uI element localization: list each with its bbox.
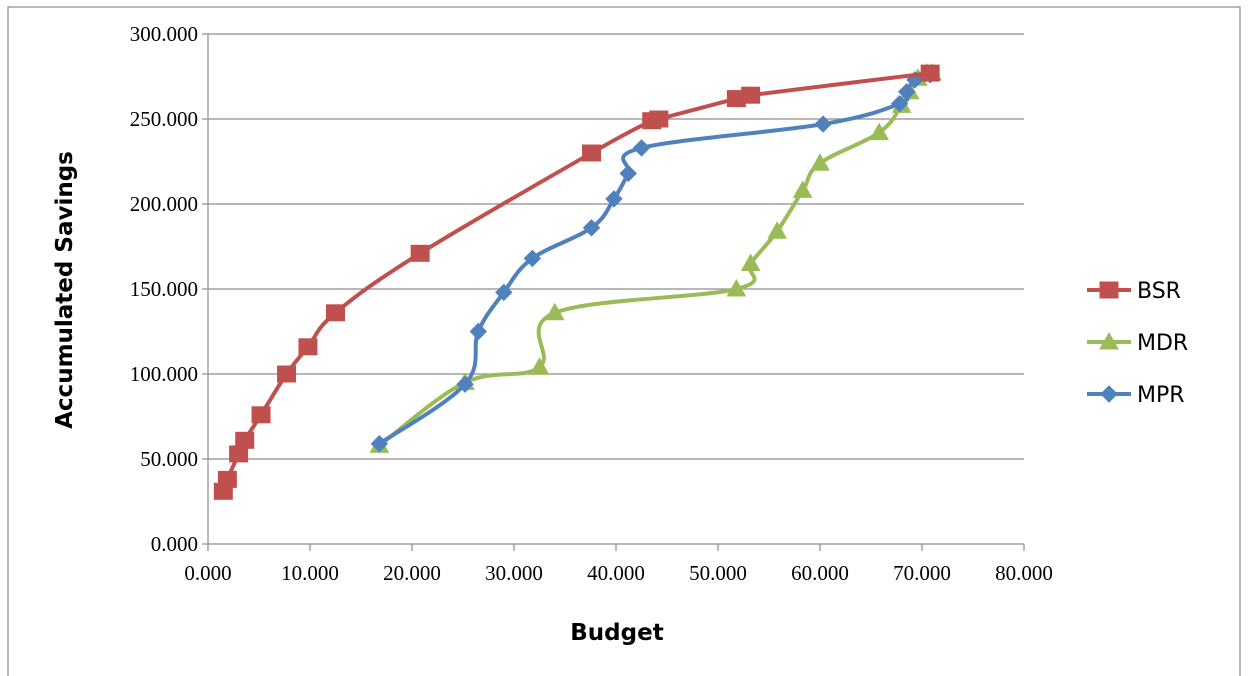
legend-marker <box>1100 385 1118 403</box>
data-point-mpr <box>523 249 542 268</box>
data-point-bsr <box>235 431 255 449</box>
legend-item-mpr: MPR <box>1087 383 1185 408</box>
axes <box>207 34 1024 545</box>
data-point-mpr <box>456 375 474 393</box>
data-point-mpr <box>582 219 601 237</box>
data-point-mpr <box>619 164 637 183</box>
x-tick-label: 70.000 <box>893 561 951 585</box>
data-point-mdr <box>726 278 747 297</box>
data-point-mpr <box>605 190 623 208</box>
legend-label: BSR <box>1137 279 1181 304</box>
legend-label: MDR <box>1137 331 1188 356</box>
data-point-bsr <box>649 110 669 128</box>
data-point-mdr <box>869 122 890 141</box>
y-tick-label: 0.000 <box>151 532 198 556</box>
data-point-mdr <box>529 357 550 375</box>
data-point-bsr <box>277 365 297 383</box>
legend-label: MPR <box>1137 383 1185 408</box>
y-tick-label: 50.000 <box>140 447 198 471</box>
y-tick-label: 300.000 <box>130 22 198 46</box>
y-axis-title: Accumulated Savings <box>52 151 78 429</box>
series-bsr <box>213 64 940 500</box>
data-point-mpr <box>897 83 916 101</box>
x-axis-title: Budget <box>570 620 663 646</box>
x-tick-label: 60.000 <box>791 561 849 585</box>
x-tick-label: 40.000 <box>587 561 645 585</box>
data-point-bsr <box>217 470 237 488</box>
data-point-mpr <box>632 139 651 157</box>
x-tick-labels: 0.000 10.000 20.000 30.000 40.000 50.000 60.00… <box>184 561 1053 585</box>
data-point-mpr <box>890 94 909 113</box>
data-point-mpr <box>495 283 513 302</box>
data-point-bsr <box>741 86 761 104</box>
y-tick-label: 250.000 <box>130 107 198 131</box>
series-group <box>213 63 943 500</box>
series-mpr <box>370 66 939 453</box>
gridlines <box>202 33 1025 551</box>
x-tick-label: 0.000 <box>184 561 231 585</box>
x-tick-label: 50.000 <box>689 561 747 585</box>
data-point-bsr <box>326 304 345 322</box>
data-point-mdr <box>740 253 761 271</box>
y-tick-label: 100.000 <box>130 362 198 386</box>
x-tick-label: 10.000 <box>281 561 339 585</box>
x-tick-label: 20.000 <box>383 561 441 585</box>
y-tick-label: 200.000 <box>130 192 198 216</box>
legend-item-bsr: BSR <box>1087 279 1181 304</box>
y-tick-label: 150.000 <box>130 277 198 301</box>
data-point-mdr <box>767 221 788 239</box>
data-point-bsr <box>582 144 602 162</box>
data-point-mdr <box>810 153 830 171</box>
data-point-mdr <box>792 180 813 198</box>
data-point-mdr <box>544 302 565 321</box>
y-tick-labels: 0.000 50.000 100.000 150.000 200.000 250.000 3… <box>130 22 198 556</box>
data-point-mpr <box>469 322 488 341</box>
data-point-bsr <box>920 64 940 82</box>
data-point-bsr <box>410 244 430 262</box>
legend: BSR MDR MPR <box>1087 279 1188 408</box>
legend-item-mdr: MDR <box>1087 331 1188 356</box>
legend-marker <box>1099 281 1119 299</box>
data-point-bsr <box>251 406 271 424</box>
data-point-mpr <box>814 115 832 133</box>
x-tick-label: 80.000 <box>995 561 1053 585</box>
x-tick-label: 30.000 <box>485 561 543 585</box>
data-point-bsr <box>298 338 318 356</box>
data-point-mpr <box>370 434 389 453</box>
legend-marker <box>1099 331 1119 350</box>
